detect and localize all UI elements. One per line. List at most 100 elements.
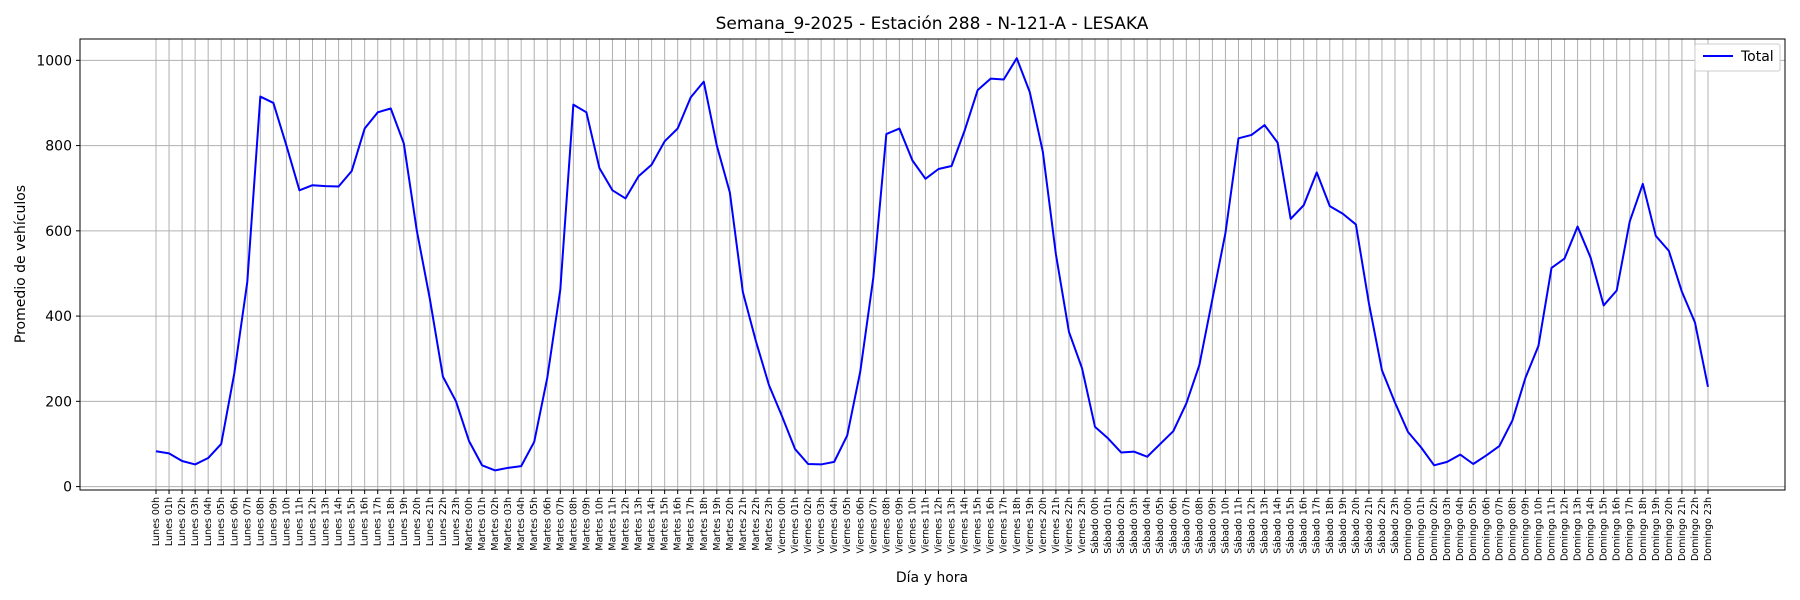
data-point (546, 377, 548, 379)
x-tick-label: Martes 13h (634, 497, 645, 551)
x-tick-label: Viernes 07h (868, 497, 879, 553)
data-point (677, 128, 679, 130)
x-tick-label: Martes 00h (464, 497, 475, 551)
x-tick-label: Lunes 16h (360, 497, 371, 546)
data-point (885, 133, 887, 135)
x-tick-label: Lunes 08h (255, 497, 266, 546)
y-axis-ticks: 0 200 400 600 800 1000 (36, 53, 80, 496)
data-point (611, 189, 613, 191)
data-point (820, 463, 822, 465)
x-tick-label: Martes 12h (621, 497, 632, 551)
x-tick-label: Domingo 11h (1546, 497, 1557, 561)
data-point (924, 178, 926, 180)
x-tick-label: Sábado 11h (1233, 497, 1244, 554)
data-point (1237, 137, 1239, 139)
x-tick-label: Sábado 20h (1351, 497, 1362, 554)
plot-frame (79, 38, 1786, 491)
data-point (1198, 364, 1200, 366)
x-tick-label: Viernes 16h (986, 497, 997, 553)
data-point (1316, 171, 1318, 173)
x-tick-label: Viernes 04h (829, 497, 840, 553)
data-point (1616, 290, 1618, 292)
data-point (1472, 463, 1474, 465)
x-tick-label: Viernes 10h (907, 497, 918, 553)
x-tick-label: Viernes 15h (973, 497, 984, 553)
x-tick-label: Sábado 19h (1338, 497, 1349, 554)
data-point (1133, 451, 1135, 453)
data-point (377, 111, 379, 113)
data-point (755, 340, 757, 342)
data-point (168, 452, 170, 454)
data-point (390, 107, 392, 109)
x-tick-label: Lunes 15h (347, 497, 358, 546)
data-point (1681, 291, 1683, 293)
data-point (1420, 446, 1422, 448)
data-point (455, 400, 457, 402)
x-tick-label: Lunes 06h (229, 497, 240, 546)
data-point (872, 277, 874, 279)
data-point (1642, 183, 1644, 185)
data-point (1537, 345, 1539, 347)
x-tick-label: Martes 22h (751, 497, 762, 551)
y-axis-label: Promedio de vehículos (13, 185, 29, 343)
data-point (690, 96, 692, 98)
series-layer (155, 57, 1709, 472)
data-point (1355, 223, 1357, 225)
x-tick-label: Domingo 18h (1638, 497, 1649, 561)
x-tick-label: Domingo 07h (1494, 497, 1505, 561)
x-tick-label: Domingo 17h (1625, 497, 1636, 561)
data-point (703, 81, 705, 83)
x-tick-label: Domingo 16h (1612, 497, 1623, 561)
x-tick-label: Martes 23h (764, 497, 775, 551)
data-point (794, 448, 796, 450)
data-point (468, 440, 470, 442)
data-point (716, 145, 718, 147)
x-tick-label: Martes 04h (516, 497, 527, 551)
x-tick-label: Sábado 04h (1142, 497, 1153, 554)
data-point (598, 167, 600, 169)
x-tick-label: Sábado 06h (1168, 497, 1179, 554)
x-tick-label: Sábado 18h (1325, 497, 1336, 554)
data-point (1590, 257, 1592, 259)
x-tick-label: Viernes 08h (881, 497, 892, 553)
x-tick-label: Sábado 22h (1377, 497, 1388, 554)
x-tick-label: Sábado 08h (1194, 497, 1205, 554)
x-tick-label: Domingo 22h (1690, 497, 1701, 561)
data-point (964, 130, 966, 132)
x-tick-label: Domingo 15h (1599, 497, 1610, 561)
x-tick-label: Domingo 02h (1429, 497, 1440, 561)
x-tick-label: Sábado 05h (1155, 497, 1166, 554)
data-point (1694, 321, 1696, 323)
x-tick-label: Sábado 00h (1090, 497, 1101, 554)
data-point (859, 371, 861, 373)
data-point (1459, 454, 1461, 456)
x-tick-label: Sábado 03h (1129, 497, 1140, 554)
x-tick-label: Domingo 06h (1481, 497, 1492, 561)
data-point (325, 185, 327, 187)
data-point (1446, 461, 1448, 463)
x-tick-label: Viernes 13h (947, 497, 958, 553)
data-point (416, 230, 418, 232)
x-tick-label: Martes 01h (477, 497, 488, 551)
data-point (898, 128, 900, 130)
x-tick-label: Viernes 18h (1012, 497, 1023, 553)
x-tick-label: Sábado 12h (1247, 497, 1258, 554)
x-tick-label: Lunes 22h (438, 497, 449, 546)
data-point (1329, 205, 1331, 207)
x-tick-label: Viernes 09h (894, 497, 905, 553)
data-point (807, 463, 809, 465)
x-tick-label: Viernes 17h (999, 497, 1010, 553)
data-point (729, 191, 731, 193)
data-point (1159, 443, 1161, 445)
data-point (625, 197, 627, 199)
data-point (768, 384, 770, 386)
x-tick-label: Lunes 14h (334, 497, 345, 546)
x-tick-label: Viernes 11h (920, 497, 931, 553)
data-point (507, 467, 509, 469)
x-tick-label: Viernes 20h (1038, 497, 1049, 553)
x-tick-label: Viernes 21h (1051, 497, 1062, 553)
data-point (429, 298, 431, 300)
data-point (1524, 377, 1526, 379)
x-axis-ticks: Lunes 00h Lunes 01h Lunes 02h Lunes 03h Lune… (151, 490, 1714, 561)
